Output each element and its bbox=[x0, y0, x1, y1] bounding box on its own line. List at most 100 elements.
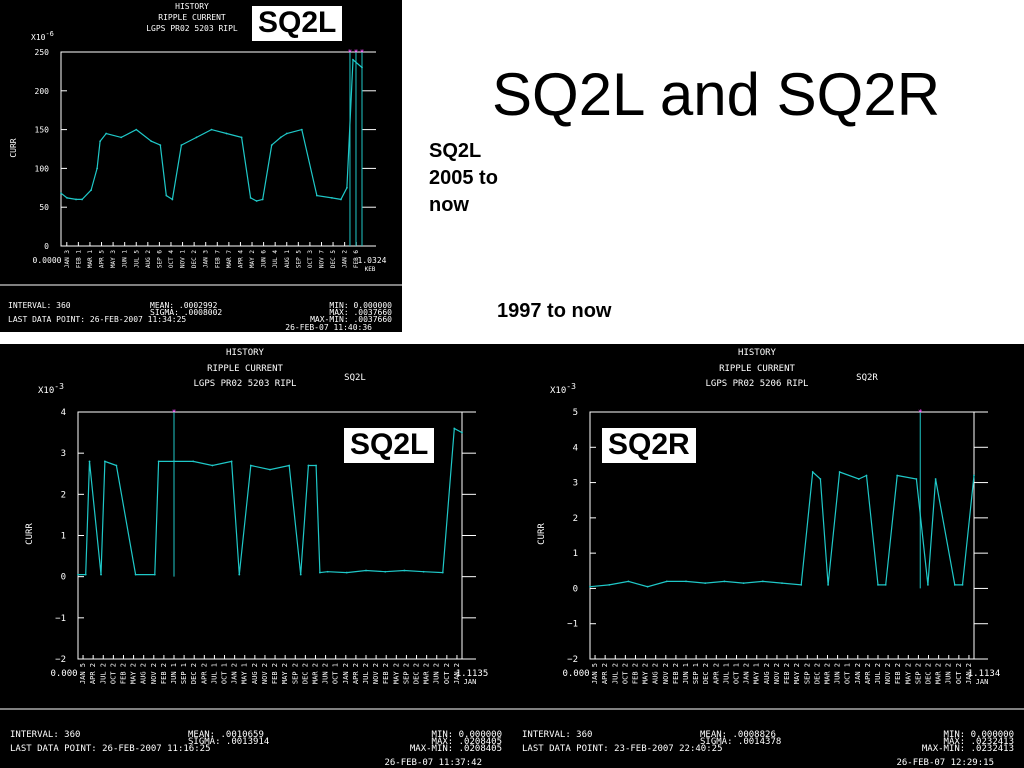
chart-top-series-point bbox=[261, 198, 264, 201]
long-range-note: 1997 to now bbox=[497, 300, 612, 322]
chart-bottom-left-series-point bbox=[249, 464, 252, 467]
chart-bottom-left-mean-text: MEAN: .0010659 bbox=[188, 730, 264, 740]
top-history-chart: HISTORY RIPPLE CURRENT LGPS PR02 5203 RIPL… bbox=[0, 0, 402, 332]
chart-bottom-left-series-point bbox=[453, 427, 456, 430]
chart-bottom-left-series-point bbox=[84, 573, 87, 576]
chart-bottom-right-series-point bbox=[723, 580, 726, 583]
chart-top-x-tick-label: APR 4 bbox=[237, 250, 244, 268]
chart-bottom-right-x-tick-label: APR 2 bbox=[601, 663, 609, 684]
chart-top-header-line: RIPPLE CURRENT bbox=[158, 13, 226, 22]
chart-bottom-left-y-tick-label: −2 bbox=[55, 655, 66, 665]
chart-top-x-start-label: 0.0000 bbox=[33, 256, 62, 265]
chart-bottom-left-x-tick-label: JAN 2 bbox=[342, 663, 350, 684]
chart-bottom-left-max-text: MAX: .0208405 bbox=[432, 737, 502, 747]
chart-bottom-right-exponent-label: X10-3 bbox=[550, 382, 576, 396]
bottom-right-chart-svg: HISTORY RIPPLE CURRENT LGPS PR02 5206 RIPL… bbox=[512, 348, 1024, 768]
chart-top-series-point bbox=[105, 132, 108, 135]
chart-top-series-point bbox=[75, 198, 77, 201]
chart-bottom-left-x-tick-label: JUN 1 bbox=[170, 663, 178, 684]
chart-bottom-right-series-point bbox=[896, 474, 899, 477]
chart-bottom-right-x-tick-label: OCT 2 bbox=[955, 663, 963, 684]
chart-bottom-right-x-tick-label: JUL 2 bbox=[874, 663, 882, 684]
chart-bottom-right-series-point bbox=[827, 584, 829, 586]
chart-bottom-right-x-tick-label: MAY 2 bbox=[904, 663, 912, 684]
chart-bottom-right-series-point bbox=[646, 585, 649, 588]
chart-top-x-tick-label: OCT 3 bbox=[307, 250, 314, 268]
chart-top-x-tick-label: DEC 2 bbox=[191, 250, 198, 268]
chart-top-series-point bbox=[255, 200, 258, 202]
chart-bottom-right-mean-text: MEAN: .0008826 bbox=[700, 730, 776, 740]
chart-top-series-point bbox=[240, 136, 243, 139]
chart-bottom-left-x-tick-label: NOV 2 bbox=[261, 663, 269, 684]
chart-top-x-tick-label: JUL 4 bbox=[272, 250, 279, 268]
chart-bottom-right-x-tick-label: APR 2 bbox=[712, 663, 720, 684]
chart-bottom-right-series-line bbox=[589, 470, 975, 588]
chart-top-series-point bbox=[90, 189, 92, 192]
chart-bottom-right-x-tick-label: AUG 2 bbox=[763, 663, 771, 684]
chart-bottom-left-x-tick-label: JUN 2 bbox=[433, 663, 441, 684]
chart-bottom-left-x-tick-label: MAY 2 bbox=[130, 663, 138, 684]
chart-top-y-tick-label: 50 bbox=[39, 203, 49, 212]
chart-bottom-right-series-point bbox=[884, 584, 887, 586]
chart-top-marker: * bbox=[354, 48, 359, 57]
chart-bottom-left-x-tick-label: JAN 2 bbox=[231, 663, 239, 684]
chart-bottom-right-x-tick-label: OCT 1 bbox=[733, 663, 741, 684]
chart-bottom-left-x-tick-label: MAY 2 bbox=[281, 663, 289, 684]
chart-bottom-right-y-tick-label: 5 bbox=[573, 408, 578, 418]
chart-top-mean-text: MEAN: .0002992 bbox=[150, 301, 218, 310]
chart-top-marker: * bbox=[360, 48, 365, 57]
chart-top-x-tick-label: MAR 1 bbox=[87, 250, 94, 268]
chart-top-y-tick-label: 100 bbox=[35, 164, 50, 173]
chart-bottom-right-y-tick-label: 0 bbox=[573, 584, 578, 594]
chart-top-series-point bbox=[180, 144, 183, 147]
chart-bottom-left-x-tick-label: NOV 2 bbox=[372, 663, 380, 684]
chart-bottom-right-series-point bbox=[608, 584, 611, 586]
chart-bottom-right-printed-timestamp: 26-FEB-07 12:29:15 bbox=[896, 758, 994, 768]
chart-bottom-left-series-point bbox=[269, 468, 271, 471]
chart-bottom-left-series-point bbox=[88, 460, 91, 463]
chart-top-min-text: MIN: 0.000000 bbox=[329, 301, 392, 310]
chart-bottom-right-y-axis-label: CURR bbox=[537, 523, 547, 545]
chart-bottom-right-x-tick-label: APR 2 bbox=[864, 663, 872, 684]
chart-bottom-right-last-data-point-text: LAST DATA POINT: 23-FEB-2007 22:40:25 bbox=[522, 744, 722, 754]
chart-bottom-right-plot-frame bbox=[589, 411, 975, 660]
chart-bottom-right-x-tick-label: MAR 2 bbox=[823, 663, 831, 684]
chart-bottom-right-x-tick-label: JAN 5 bbox=[591, 663, 599, 684]
chart-top-series-point bbox=[165, 194, 168, 197]
bottom-right-chart-overlay-label: SQ2R bbox=[602, 428, 696, 463]
chart-top-x-end-label: 1.0324 bbox=[358, 256, 387, 265]
chart-bottom-right-series-point bbox=[742, 582, 745, 585]
chart-bottom-right-x-tick-label: DEC 2 bbox=[702, 663, 710, 684]
chart-top-series-point bbox=[150, 140, 153, 143]
chart-top-max-text: MAX: .0037660 bbox=[329, 308, 392, 317]
chart-top-series-point bbox=[270, 144, 273, 147]
chart-bottom-left-series-point bbox=[441, 571, 444, 574]
chart-bottom-right-series-point bbox=[800, 584, 803, 586]
chart-bottom-right-x-tick-label: JUL 2 bbox=[611, 663, 619, 684]
chart-top-series-point bbox=[352, 58, 354, 61]
chart-top-exponent-label: X10-6 bbox=[31, 30, 54, 42]
chart-top-series-point bbox=[99, 140, 102, 143]
chart-bottom-left-series-point bbox=[115, 464, 118, 467]
chart-top-series-point bbox=[60, 192, 62, 195]
chart-bottom-left-header-line: HISTORY bbox=[226, 348, 265, 358]
chart-bottom-right-series-point bbox=[953, 584, 956, 586]
chart-bottom-left-series-point bbox=[315, 464, 317, 467]
chart-bottom-left-x-end-label: 1.1135 bbox=[456, 669, 489, 679]
chart-top-x-tick-label: MAR 7 bbox=[226, 250, 233, 268]
chart-bottom-left-channel-label: SQ2L bbox=[344, 373, 366, 383]
chart-bottom-left-printed-timestamp: 26-FEB-07 11:37:42 bbox=[384, 758, 482, 768]
chart-bottom-left-x-tick-label: MAY 2 bbox=[392, 663, 400, 684]
chart-top-printed-timestamp: 26-FEB-07 11:40:36 bbox=[285, 323, 372, 332]
chart-bottom-right-y-tick-label: −2 bbox=[567, 655, 578, 665]
chart-bottom-left-x-tick-label: JAN 5 bbox=[79, 663, 87, 684]
chart-bottom-right-y-tick-label: 1 bbox=[573, 549, 578, 559]
chart-bottom-right-x-tick-label: MAY 2 bbox=[642, 663, 650, 684]
chart-bottom-left-x-tick-label: JAN 2 bbox=[453, 663, 461, 684]
chart-bottom-right-y-tick-label: −1 bbox=[567, 620, 578, 630]
chart-bottom-left-series-point bbox=[307, 464, 310, 467]
chart-bottom-left-x-tick-label: JUL 2 bbox=[362, 663, 370, 684]
chart-top-x-tick-label: MAY 3 bbox=[110, 250, 117, 268]
chart-top-y-tick-label: 250 bbox=[35, 48, 50, 57]
chart-bottom-right-x-tick-label: OCT 2 bbox=[621, 663, 629, 684]
